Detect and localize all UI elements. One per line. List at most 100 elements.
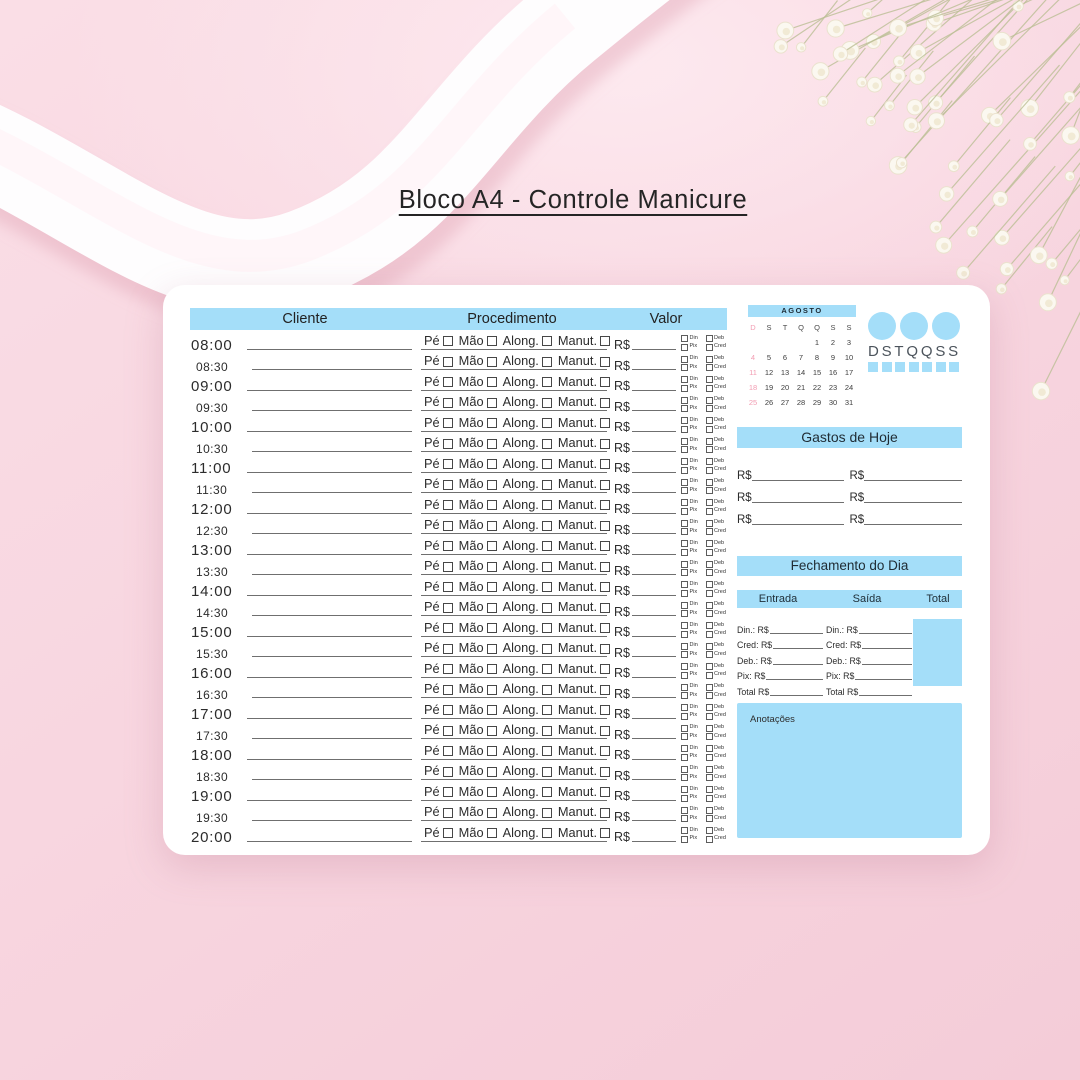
procedure-checkbox[interactable] (442, 397, 453, 408)
closing-write-line[interactable] (858, 632, 912, 634)
client-write-line[interactable] (247, 717, 413, 719)
price-write-line[interactable] (632, 779, 676, 780)
procedure-checkbox[interactable] (600, 725, 610, 736)
procedure-checkbox[interactable] (486, 397, 497, 408)
payment-checkbox[interactable] (681, 794, 688, 802)
payment-checkbox[interactable] (681, 642, 688, 650)
procedure-checkbox[interactable] (442, 602, 453, 613)
payment-checkbox[interactable] (681, 364, 688, 371)
procedure-checkbox[interactable] (442, 643, 453, 654)
payment-checkbox[interactable] (681, 671, 688, 679)
client-write-line[interactable] (252, 574, 413, 575)
procedure-checkbox[interactable] (442, 705, 453, 716)
payment-checkbox[interactable] (681, 487, 688, 494)
payment-checkbox[interactable] (705, 417, 713, 424)
procedure-checkbox[interactable] (442, 438, 453, 449)
procedure-checkbox[interactable] (486, 746, 497, 757)
payment-checkbox[interactable] (681, 499, 688, 506)
procedure-checkbox[interactable] (486, 725, 497, 736)
client-write-line[interactable] (252, 615, 413, 616)
payment-checkbox[interactable] (705, 745, 713, 752)
payment-checkbox[interactable] (681, 712, 688, 720)
expense-write-line[interactable] (751, 480, 844, 481)
procedure-checkbox[interactable] (600, 828, 610, 839)
payment-checkbox[interactable] (705, 355, 713, 363)
payment-checkbox[interactable] (705, 487, 713, 494)
procedure-checkbox[interactable] (486, 500, 497, 511)
price-write-line[interactable] (632, 492, 676, 493)
client-write-line[interactable] (252, 697, 413, 698)
client-write-line[interactable] (247, 594, 413, 596)
procedure-checkbox[interactable] (600, 623, 610, 634)
procedure-checkbox[interactable] (442, 623, 453, 634)
closing-write-line[interactable] (859, 694, 912, 696)
payment-checkbox[interactable] (705, 466, 713, 474)
price-write-line[interactable] (632, 410, 676, 411)
procedure-checkbox[interactable] (600, 807, 610, 818)
client-write-line[interactable] (247, 430, 413, 432)
procedure-checkbox[interactable] (486, 377, 497, 388)
payment-checkbox[interactable] (705, 827, 713, 834)
procedure-checkbox[interactable] (541, 684, 552, 695)
payment-checkbox[interactable] (681, 528, 688, 535)
procedure-checkbox[interactable] (486, 356, 497, 367)
payment-checkbox[interactable] (705, 724, 713, 732)
payment-checkbox[interactable] (705, 712, 713, 720)
procedure-checkbox[interactable] (600, 684, 610, 695)
closing-write-line[interactable] (773, 648, 823, 649)
payment-checkbox[interactable] (681, 815, 688, 822)
expense-write-line[interactable] (751, 524, 844, 525)
payment-checkbox[interactable] (681, 540, 688, 547)
procedure-checkbox[interactable] (600, 602, 610, 613)
payment-checkbox[interactable] (705, 569, 713, 576)
payment-checkbox[interactable] (705, 753, 713, 761)
payment-checkbox[interactable] (705, 528, 713, 535)
procedure-checkbox[interactable] (600, 356, 610, 367)
price-write-line[interactable] (632, 430, 676, 432)
payment-checkbox[interactable] (681, 589, 688, 597)
procedure-checkbox[interactable] (486, 541, 497, 552)
procedure-checkbox[interactable] (486, 664, 497, 675)
price-write-line[interactable] (632, 615, 676, 616)
expense-write-line[interactable] (751, 502, 844, 503)
payment-checkbox[interactable] (705, 364, 713, 371)
procedure-checkbox[interactable] (600, 787, 610, 798)
procedure-checkbox[interactable] (541, 479, 552, 490)
payment-checkbox[interactable] (681, 376, 688, 383)
payment-checkbox[interactable] (681, 548, 688, 556)
payment-checkbox[interactable] (681, 560, 688, 568)
closing-total-box[interactable] (913, 619, 962, 686)
payment-checkbox[interactable] (705, 589, 713, 597)
procedure-checkbox[interactable] (541, 725, 552, 736)
procedure-checkbox[interactable] (486, 582, 497, 593)
payment-checkbox[interactable] (705, 651, 713, 658)
procedure-checkbox[interactable] (600, 643, 610, 654)
client-write-line[interactable] (247, 471, 413, 473)
payment-checkbox[interactable] (681, 692, 688, 699)
payment-checkbox[interactable] (705, 458, 713, 465)
closing-write-line[interactable] (855, 679, 912, 680)
procedure-checkbox[interactable] (486, 418, 497, 429)
procedure-checkbox[interactable] (541, 623, 552, 634)
payment-checkbox[interactable] (681, 786, 688, 793)
payment-checkbox[interactable] (681, 396, 688, 404)
procedure-checkbox[interactable] (541, 336, 552, 347)
price-write-line[interactable] (632, 594, 676, 596)
procedure-checkbox[interactable] (442, 500, 453, 511)
payment-checkbox[interactable] (705, 560, 713, 568)
payment-checkbox[interactable] (705, 499, 713, 506)
procedure-checkbox[interactable] (486, 807, 497, 818)
payment-checkbox[interactable] (681, 622, 688, 629)
payment-checkbox[interactable] (681, 425, 688, 433)
procedure-checkbox[interactable] (486, 766, 497, 777)
procedure-checkbox[interactable] (486, 684, 497, 695)
payment-checkbox[interactable] (705, 622, 713, 629)
procedure-checkbox[interactable] (600, 459, 610, 470)
price-write-line[interactable] (632, 635, 676, 637)
procedure-checkbox[interactable] (541, 459, 552, 470)
procedure-checkbox[interactable] (442, 541, 453, 552)
price-write-line[interactable] (632, 697, 676, 698)
payment-checkbox[interactable] (705, 835, 713, 843)
procedure-checkbox[interactable] (600, 377, 610, 388)
procedure-checkbox[interactable] (600, 561, 610, 572)
